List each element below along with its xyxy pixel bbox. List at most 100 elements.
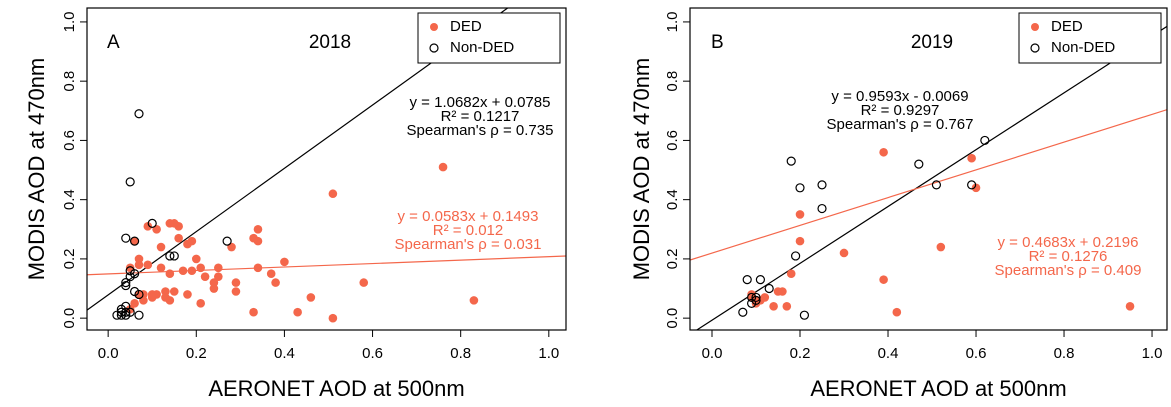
point [178, 266, 188, 276]
y-tick-label: 0.2 [664, 248, 681, 269]
point [795, 183, 805, 193]
point [222, 236, 232, 246]
legend-marker [1030, 43, 1040, 53]
fit-annotation: R² = 0.9297 [861, 102, 940, 119]
x-tick-label: 0.4 [274, 345, 295, 362]
y-tick-label: 0.6 [664, 130, 681, 151]
y-tick-label: 0.6 [61, 130, 78, 151]
fit-annotation: R² = 0.1217 [441, 108, 520, 125]
point [892, 307, 902, 317]
point [165, 269, 175, 279]
y-tick-label: 1.0 [61, 11, 78, 32]
point [936, 242, 946, 252]
legend-marker [429, 43, 439, 53]
legend-box [1018, 12, 1162, 64]
point [196, 263, 205, 273]
point [183, 239, 192, 249]
point [209, 284, 219, 293]
plot-frame [86, 7, 567, 331]
panel-label: B [711, 32, 724, 53]
point [165, 251, 175, 261]
x-tick-label: 0.8 [450, 345, 471, 362]
fit-annotation: Spearman's ρ = 0.735 [407, 122, 554, 139]
point [112, 310, 122, 320]
point [359, 278, 369, 287]
point [134, 109, 144, 119]
y-tick-label: 0.4 [61, 189, 78, 210]
point [121, 280, 131, 291]
x-tick-label: 0.8 [1054, 345, 1075, 362]
point [769, 302, 778, 311]
point [121, 233, 131, 243]
y-tick-label: 0.0 [61, 308, 78, 329]
point [253, 224, 263, 234]
point [879, 275, 888, 284]
point [161, 293, 170, 302]
panel: 0.0 0.2 0.4 0.6 0.8 1.0 0.0 0.2 0.4 0.6 0.8 1.0 AERO… [629, 7, 1168, 401]
point [209, 278, 219, 287]
point [130, 236, 139, 246]
chart-title: 2018 [309, 32, 351, 53]
point [161, 287, 170, 296]
fit-annotation: Spearman's ρ = 0.409 [995, 262, 1142, 279]
fit-annotation: R² = 0.1276 [1029, 248, 1108, 265]
x-tick-label: 0.2 [790, 345, 811, 362]
plot-frame [689, 7, 1168, 331]
legend-label: DED [450, 18, 482, 35]
point [143, 260, 153, 270]
point [134, 289, 144, 300]
point [967, 180, 977, 190]
point [152, 224, 161, 234]
x-axis-label: AERONET AOD at 500nm [208, 376, 464, 401]
x-axis-label: AERONET AOD at 500nm [810, 376, 1066, 401]
y-tick-label: 0.4 [664, 189, 681, 210]
y-axis-label: MODIS AOD at 470nm [629, 58, 654, 281]
fit-annotation: y = 0.9593x - 0.0069 [831, 88, 968, 105]
point [134, 310, 144, 320]
fit-annotation: y = 0.4683x + 0.2196 [998, 234, 1139, 251]
point [121, 278, 131, 288]
point [231, 287, 241, 296]
x-tick-label: 0.0 [98, 345, 119, 362]
point [134, 260, 144, 270]
fit-annotation: y = 1.0682x + 0.0785 [410, 94, 551, 111]
point [967, 153, 976, 163]
y-axis-label: MODIS AOD at 470nm [24, 58, 49, 281]
point [214, 263, 223, 273]
fit-annotation: y = 0.0583x + 0.1493 [398, 208, 539, 225]
point [174, 233, 183, 243]
point [786, 156, 796, 166]
point [931, 180, 942, 190]
point [227, 242, 236, 252]
point [143, 222, 153, 231]
point [253, 263, 263, 273]
point [125, 307, 135, 317]
point [971, 183, 981, 193]
point [266, 269, 276, 279]
point [134, 290, 144, 299]
point [214, 272, 223, 281]
point [742, 275, 752, 285]
point [183, 290, 192, 299]
y-tick-label: 0.2 [61, 248, 78, 269]
point [778, 287, 787, 296]
legend-label: Non-DED [450, 39, 514, 56]
point [200, 272, 210, 281]
x-tick-label: 0.6 [966, 345, 987, 362]
legend-label: Non-DED [1051, 39, 1115, 56]
fit-line [695, 25, 1167, 330]
point [156, 242, 166, 252]
point [169, 287, 179, 296]
point [817, 203, 827, 214]
fit-lines [690, 25, 1167, 330]
fit-annotation: Spearman's ρ = 0.031 [395, 236, 542, 253]
point [191, 254, 201, 264]
panel-label: A [107, 32, 120, 53]
legend-box [417, 12, 561, 64]
point [879, 147, 888, 157]
x-tick-label: 0.4 [878, 345, 899, 362]
point [760, 293, 770, 302]
point [795, 210, 805, 219]
point [147, 293, 157, 302]
x-tick-label: 0.0 [702, 345, 723, 362]
